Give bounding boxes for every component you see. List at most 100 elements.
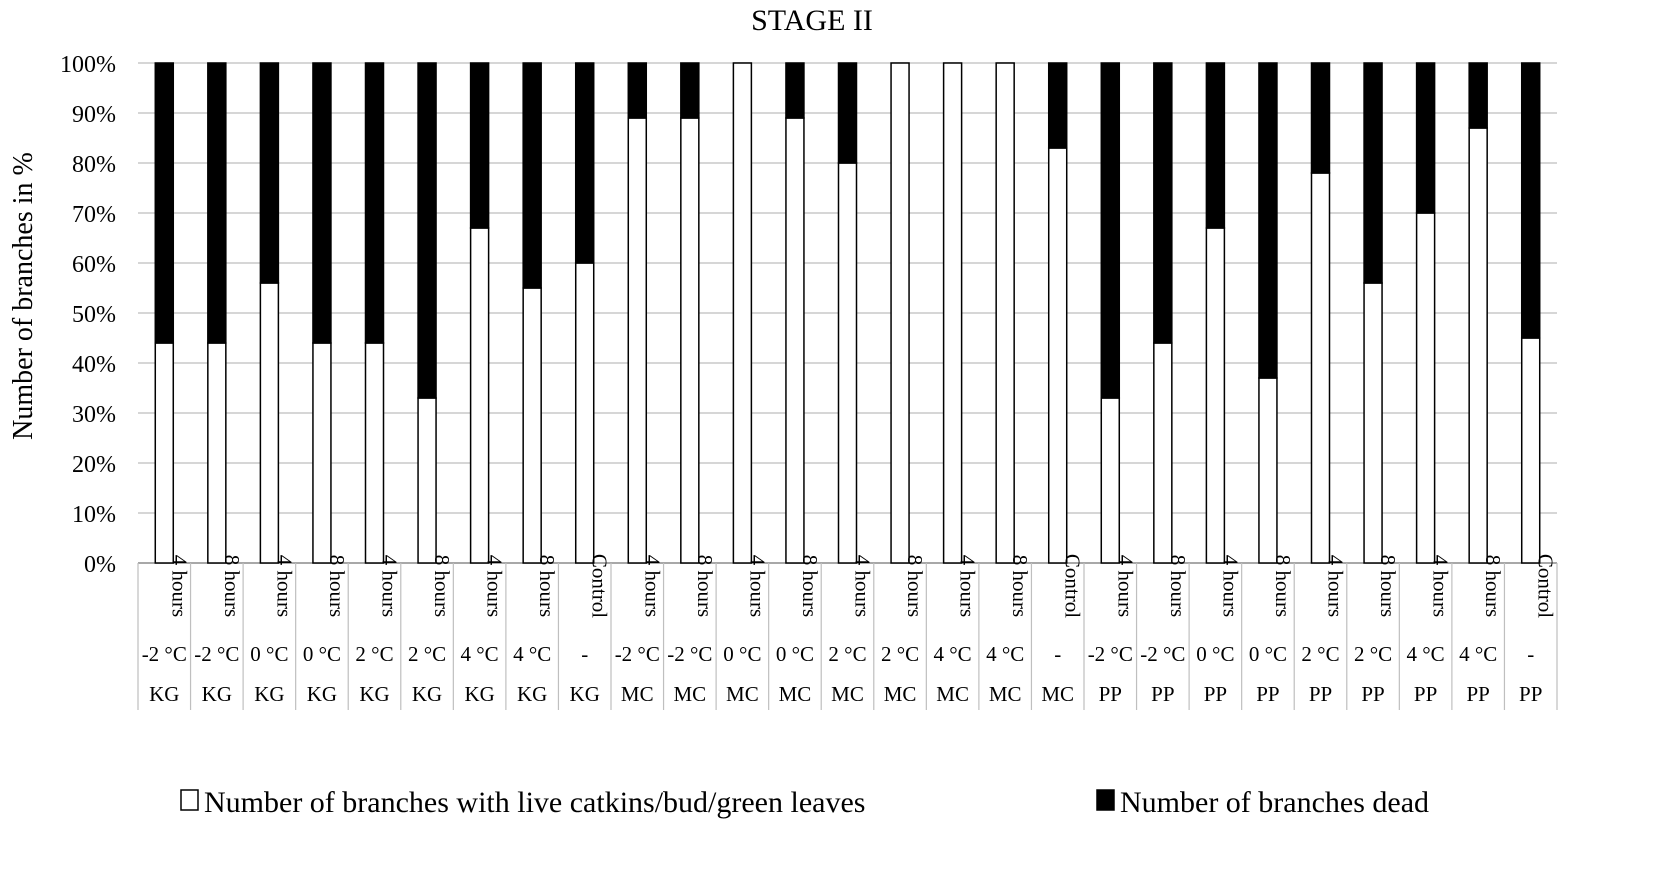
x-tick-time-label: 4 hours bbox=[1429, 555, 1453, 617]
bar-dead-10 bbox=[627, 62, 648, 119]
x-tick-temp-label: 2 °C bbox=[828, 642, 866, 666]
bar-live-23 bbox=[1310, 172, 1331, 564]
bar-live-16 bbox=[942, 62, 963, 564]
bar-dead-26 bbox=[1468, 62, 1488, 129]
x-tick-time-label: 4 hours bbox=[483, 555, 507, 617]
x-tick-temp-label: -2 °C bbox=[142, 642, 187, 666]
x-tick-site-label: MC bbox=[726, 682, 759, 706]
bar-live-21 bbox=[1205, 227, 1226, 564]
y-tick-label: 90% bbox=[72, 102, 116, 128]
chart-title: STAGE II bbox=[751, 4, 873, 37]
x-tick-temp-label: -2 °C bbox=[194, 642, 239, 666]
x-tick-time-label: 8 hours bbox=[1271, 555, 1295, 617]
bar-live-9 bbox=[574, 262, 595, 564]
x-tick-temp-label: 0 °C bbox=[723, 642, 761, 666]
bar-dead-21 bbox=[1205, 62, 1226, 229]
x-tick-site-label: MC bbox=[831, 682, 864, 706]
x-tick-temp-label: -2 °C bbox=[1088, 642, 1133, 666]
y-tick-label: 70% bbox=[72, 202, 116, 228]
x-tick-temp-label: 4 °C bbox=[986, 642, 1024, 666]
x-tick-site-label: PP bbox=[1204, 682, 1227, 706]
x-tick-time-label: 4 hours bbox=[745, 555, 769, 617]
x-tick-site-label: PP bbox=[1099, 682, 1122, 706]
bar-live-25 bbox=[1415, 212, 1436, 564]
x-tick-time-label: 4 hours bbox=[956, 555, 980, 617]
x-tick-time-label: Control bbox=[588, 554, 612, 618]
bar-dead-4 bbox=[312, 62, 332, 344]
bar-live-26 bbox=[1468, 127, 1488, 564]
x-tick-site-label: KG bbox=[570, 682, 600, 706]
bar-dead-27 bbox=[1520, 62, 1541, 339]
x-tick-time-label: Control bbox=[1061, 554, 1085, 618]
bar-dead-5 bbox=[364, 62, 385, 344]
legend-label-live: Number of branches with live catkins/bud… bbox=[204, 786, 865, 819]
bar-dead-8 bbox=[522, 62, 542, 289]
x-tick-time-label: 4 hours bbox=[272, 555, 296, 617]
x-tick-time-label: 4 hours bbox=[1324, 555, 1348, 617]
x-tick-time-label: 8 hours bbox=[693, 555, 717, 617]
x-tick-site-label: KG bbox=[412, 682, 442, 706]
bar-dead-19 bbox=[1100, 62, 1121, 399]
x-tick-time-label: 4 hours bbox=[851, 555, 875, 617]
bar-live-19 bbox=[1100, 397, 1121, 564]
x-tick-time-label: 8 hours bbox=[535, 555, 559, 617]
x-tick-site-label: PP bbox=[1151, 682, 1174, 706]
x-tick-temp-label: 2 °C bbox=[1301, 642, 1339, 666]
bar-dead-20 bbox=[1153, 62, 1173, 344]
bar-live-6 bbox=[417, 397, 437, 564]
x-tick-time-label: Control bbox=[1534, 554, 1558, 618]
legend-label-dead: Number of branches dead bbox=[1120, 786, 1429, 819]
bar-dead-3 bbox=[259, 62, 280, 284]
x-tick-site-label: KG bbox=[254, 682, 284, 706]
x-tick-site-label: MC bbox=[621, 682, 654, 706]
bar-dead-23 bbox=[1310, 62, 1331, 174]
bar-live-22 bbox=[1258, 377, 1278, 564]
x-tick-temp-label: 2 °C bbox=[881, 642, 919, 666]
bar-dead-18 bbox=[1047, 62, 1068, 149]
x-tick-temp-label: -2 °C bbox=[1140, 642, 1185, 666]
x-tick-temp-label: 0 °C bbox=[250, 642, 288, 666]
x-tick-time-label: 8 hours bbox=[325, 555, 349, 617]
y-tick-label: 100% bbox=[60, 52, 116, 78]
x-tick-time-label: 4 hours bbox=[1113, 555, 1137, 617]
legend: Number of branches with live catkins/bud… bbox=[180, 786, 1429, 819]
y-tick-label: 80% bbox=[72, 152, 116, 178]
x-tick-time-label: 8 hours bbox=[1008, 555, 1032, 617]
category-separators bbox=[137, 563, 1558, 710]
x-tick-temp-label: -2 °C bbox=[615, 642, 660, 666]
x-tick-site-label: MC bbox=[884, 682, 917, 706]
x-tick-site-label: KG bbox=[359, 682, 389, 706]
bar-dead-24 bbox=[1363, 62, 1383, 284]
x-tick-site-label: MC bbox=[673, 682, 706, 706]
x-tick-temp-label: - bbox=[1527, 642, 1534, 666]
y-tick-label: 30% bbox=[72, 402, 116, 428]
bar-live-15 bbox=[890, 62, 910, 564]
x-tick-temp-label: 0 °C bbox=[1196, 642, 1234, 666]
x-tick-site-label: MC bbox=[779, 682, 812, 706]
x-tick-temp-label: -2 °C bbox=[667, 642, 712, 666]
y-axis-label: Number of branches in % bbox=[8, 152, 39, 440]
y-tick-labels: 0% 10% 20% 30% 40% 50% 60% 70% 80% 90% 100% bbox=[60, 52, 116, 578]
x-tick-site-label: PP bbox=[1361, 682, 1384, 706]
bar-dead-14 bbox=[837, 62, 858, 164]
bar-live-10 bbox=[627, 117, 648, 564]
x-tick-temp-label: 4 °C bbox=[1459, 642, 1497, 666]
legend-swatch-dead bbox=[1096, 789, 1115, 811]
x-tick-site-label: MC bbox=[1041, 682, 1074, 706]
bar-live-13 bbox=[785, 117, 805, 564]
bar-dead-9 bbox=[574, 62, 595, 264]
y-tick-label: 40% bbox=[72, 352, 116, 378]
x-tick-time-label: 4 hours bbox=[378, 555, 402, 617]
x-tick-time-label: 4 hours bbox=[167, 555, 191, 617]
bar-dead-2 bbox=[207, 62, 227, 344]
x-tick-site-label: KG bbox=[517, 682, 547, 706]
bar-live-12 bbox=[732, 62, 753, 564]
x-tick-site-label: PP bbox=[1414, 682, 1437, 706]
x-tick-temp-label: 2 °C bbox=[408, 642, 446, 666]
x-tick-time-label: 8 hours bbox=[798, 555, 822, 617]
x-tick-site-label: KG bbox=[149, 682, 179, 706]
bar-dead-25 bbox=[1415, 62, 1436, 214]
x-tick-temp-label: 0 °C bbox=[303, 642, 341, 666]
x-tick-site-label: PP bbox=[1519, 682, 1542, 706]
